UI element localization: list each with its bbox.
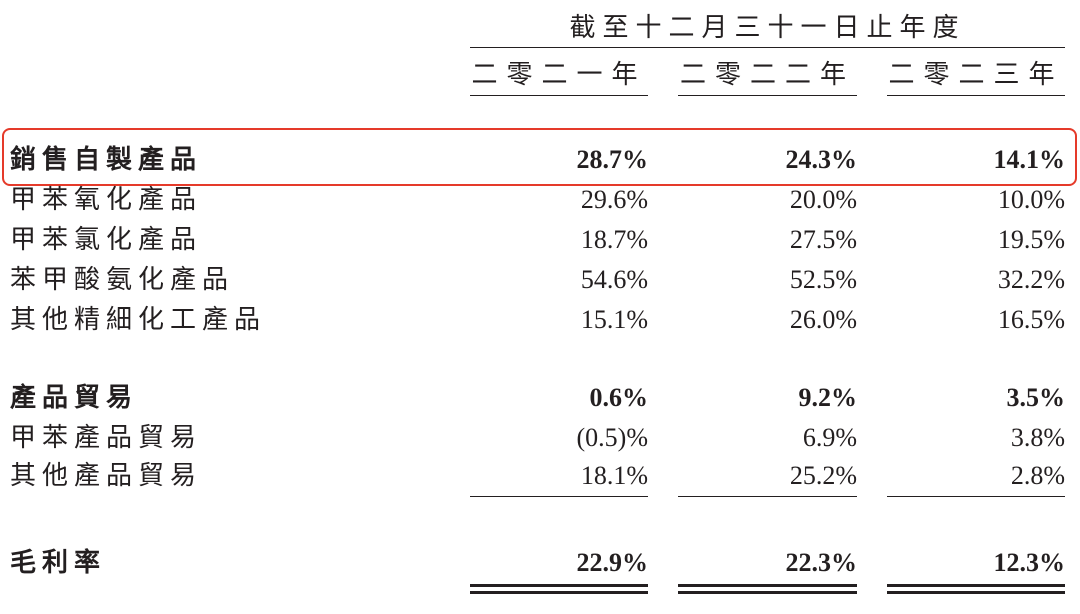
row-label: 甲苯氧化產品 [10,185,203,215]
cell-value: 24.3% [785,145,858,174]
column-header: 二零二三年 [888,60,1064,90]
cell-value: 18.7% [580,225,648,254]
cell-value: 27.5% [789,225,857,254]
cell-value: 19.5% [997,225,1065,254]
cell-value: 0.6% [589,383,649,412]
double-rule [887,591,1065,594]
cell-value: 12.3% [993,548,1066,577]
cell-value: 32.2% [997,265,1065,294]
cell-value: 6.9% [802,423,857,452]
subtotal-rule [887,496,1065,497]
header-rule [470,47,1065,48]
cell-value: 2.8% [1010,461,1065,490]
cell-value: 29.6% [580,185,648,214]
cell-value: 10.0% [997,185,1065,214]
cell-value: 16.5% [997,305,1065,334]
cell-value: 15.1% [580,305,648,334]
row-label: 其他精細化工產品 [10,305,267,335]
row-label: 銷售自製產品 [10,145,203,175]
row-label: 苯甲酸氨化產品 [10,265,235,295]
double-rule [470,591,648,594]
header-title: 截至十二月三十一日止年度 [569,13,966,43]
cell-value: 3.8% [1010,423,1065,452]
double-rule [470,584,648,587]
cell-value: 18.1% [580,461,648,490]
cell-value: (0.5)% [576,423,648,452]
cell-value: 20.0% [789,185,857,214]
row-label: 其他產品貿易 [10,461,203,491]
cell-value: 3.5% [1006,383,1066,412]
column-rule [887,95,1065,96]
cell-value: 9.2% [798,383,858,412]
cell-value: 22.3% [785,548,858,577]
double-rule [678,584,857,587]
cell-value: 25.2% [789,461,857,490]
cell-value: 26.0% [789,305,857,334]
cell-value: 52.5% [789,265,857,294]
subtotal-rule [678,496,857,497]
double-rule [887,584,1065,587]
column-header: 二零二一年 [471,60,647,90]
highlight-box [2,128,1077,186]
row-label: 毛利率 [10,548,107,578]
row-label: 甲苯產品貿易 [10,423,203,453]
row-label: 產品貿易 [10,383,139,413]
double-rule [678,591,857,594]
cell-value: 22.9% [576,548,649,577]
subtotal-rule [470,496,648,497]
column-rule [470,95,648,96]
cell-value: 14.1% [993,145,1066,174]
cell-value: 28.7% [576,145,649,174]
column-header: 二零二二年 [679,60,855,90]
row-label: 甲苯氯化產品 [10,225,203,255]
cell-value: 54.6% [580,265,648,294]
column-rule [678,95,857,96]
